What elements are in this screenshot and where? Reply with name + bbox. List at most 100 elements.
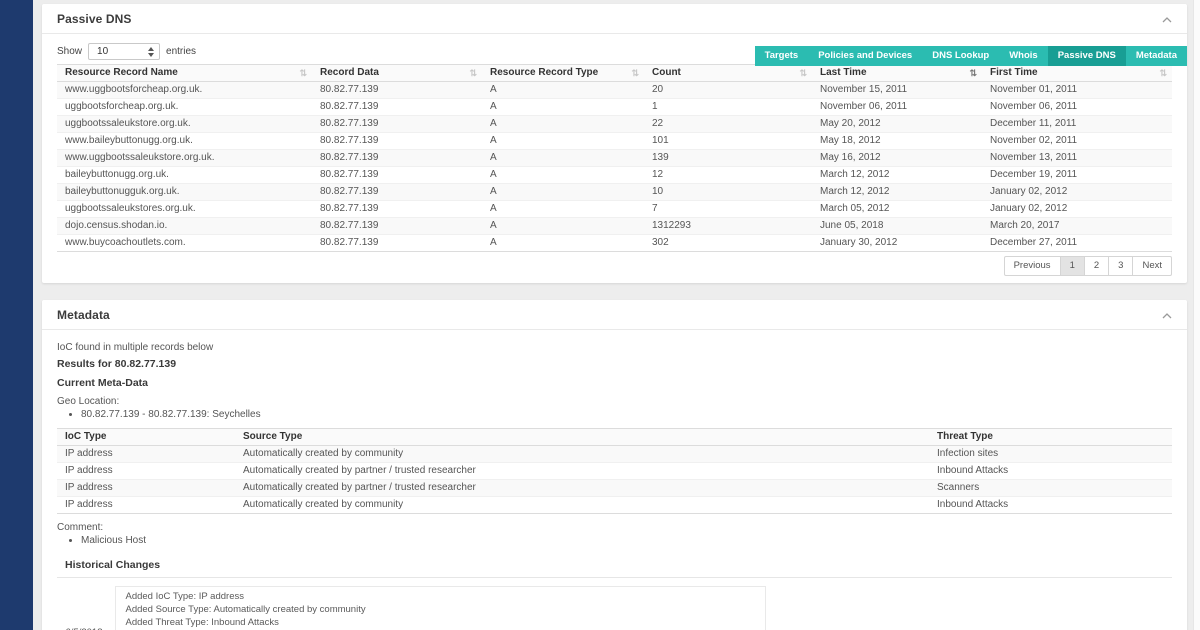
- select-spinner-icon: [148, 46, 155, 57]
- tab-whois[interactable]: Whois: [999, 46, 1048, 66]
- column-header-first-time[interactable]: First Time ⇅: [982, 64, 1172, 82]
- metadata-panel-title: Metadata: [57, 307, 110, 322]
- pagination-page-3[interactable]: 3: [1108, 256, 1134, 276]
- table-cell: June 05, 2018: [812, 217, 982, 235]
- table-row: baileybuttonugguk.org.uk. 80.82.77.139 A 10…: [57, 183, 1172, 201]
- table-cell: IP address: [57, 445, 235, 463]
- page-length-select[interactable]: 10: [88, 43, 161, 60]
- historical-changes-heading: Historical Changes: [65, 559, 161, 571]
- table-cell: A: [482, 115, 644, 133]
- table-cell: Automatically created by community: [235, 496, 929, 514]
- collapse-button[interactable]: [1162, 306, 1172, 324]
- pagination-next-button[interactable]: Next: [1132, 256, 1172, 276]
- metadata-panel: Metadata IoC found in multiple records b…: [42, 300, 1187, 630]
- table-row: dojo.census.shodan.io. 80.82.77.139 A 13122…: [57, 217, 1172, 235]
- sort-icon: ⇅: [799, 68, 807, 78]
- table-cell: 80.82.77.139: [312, 132, 482, 150]
- table-cell: baileybuttonugg.org.uk.: [57, 166, 312, 184]
- column-header-last-time[interactable]: Last Time ⇅: [812, 64, 982, 82]
- app-sidebar: [0, 0, 33, 630]
- table-row: www.baileybuttonugg.org.uk. 80.82.77.139 A…: [57, 132, 1172, 150]
- pagination: Previous 1 2 3 Next: [57, 256, 1172, 276]
- table-cell: 1: [644, 98, 812, 116]
- sort-icon: ⇅: [1159, 68, 1167, 78]
- table-cell: uggbootssaleukstore.org.uk.: [57, 115, 312, 133]
- ioc-note: IoC found in multiple records below: [57, 342, 214, 353]
- sort-icon: ⇅: [969, 68, 977, 78]
- tab-metadata[interactable]: Metadata: [1125, 46, 1187, 66]
- metadata-table: IoC Type Source Type Threat Type IP addres…: [57, 428, 1172, 514]
- column-header-record-data[interactable]: Record Data ⇅: [312, 64, 482, 82]
- tab-policies-and-devices[interactable]: Policies and Devices: [808, 46, 923, 66]
- table-cell: Inbound Attacks: [929, 462, 1172, 480]
- table-cell: A: [482, 149, 644, 167]
- column-header-resource-record-type[interactable]: Resource Record Type ⇅: [482, 64, 644, 82]
- table-cell: 80.82.77.139: [312, 183, 482, 201]
- table-cell: January 02, 2012: [982, 183, 1172, 201]
- chevron-up-icon: [1162, 10, 1172, 28]
- table-cell: uggbootssaleukstores.org.uk.: [57, 200, 312, 218]
- comment-item: Malicious Host: [81, 535, 1172, 547]
- column-label: First Time: [990, 67, 1038, 78]
- column-label: Count: [652, 67, 681, 78]
- tab-passive-dns[interactable]: Passive DNS: [1047, 46, 1126, 66]
- table-row: uggbootssaleukstores.org.uk. 80.82.77.139…: [57, 200, 1172, 218]
- column-label: IoC Type: [65, 431, 107, 442]
- chevron-up-icon: [1162, 306, 1172, 324]
- table-cell: November 06, 2011: [812, 98, 982, 116]
- column-label: Resource Record Name: [65, 67, 178, 78]
- column-header-resource-record-name[interactable]: Resource Record Name ⇅: [57, 64, 312, 82]
- table-cell: 10: [644, 183, 812, 201]
- table-cell: 20: [644, 81, 812, 99]
- column-label: Last Time: [820, 67, 867, 78]
- history-change-line: Added Threat Type: Inbound Attacks: [125, 617, 279, 628]
- pagination-page-2[interactable]: 2: [1083, 256, 1110, 276]
- history-row: 6/5/2018 Added IoC Type: IP address Added …: [57, 586, 766, 630]
- table-cell: Automatically created by community: [235, 445, 929, 463]
- pagination-previous-button[interactable]: Previous: [1003, 256, 1061, 276]
- column-label: Source Type: [243, 431, 303, 442]
- table-cell: March 12, 2012: [812, 166, 982, 184]
- passive-dns-table: Resource Record Name ⇅ Record Data ⇅ Resourc…: [57, 64, 1172, 252]
- column-header-threat-type[interactable]: Threat Type: [929, 428, 1172, 446]
- tab-targets[interactable]: Targets: [754, 46, 809, 66]
- table-cell: uggbootsforcheap.org.uk.: [57, 98, 312, 116]
- table-cell: May 20, 2012: [812, 115, 982, 133]
- geo-location-item: 80.82.77.139 - 80.82.77.139: Seychelles: [81, 409, 1172, 421]
- metadata-table-header-row: IoC Type Source Type Threat Type: [57, 428, 1172, 446]
- column-header-ioc-type[interactable]: IoC Type: [57, 428, 235, 446]
- collapse-button[interactable]: [1162, 10, 1172, 28]
- column-header-count[interactable]: Count ⇅: [644, 64, 812, 82]
- tab-dns-lookup[interactable]: DNS Lookup: [922, 46, 1000, 66]
- table-cell: 101: [644, 132, 812, 150]
- historical-changes-table: 6/5/2018 Added IoC Type: IP address Added …: [57, 586, 766, 630]
- table-cell: 80.82.77.139: [312, 200, 482, 218]
- table-cell: baileybuttonugguk.org.uk.: [57, 183, 312, 201]
- history-date: 6/5/2018: [57, 587, 115, 630]
- column-header-source-type[interactable]: Source Type: [235, 428, 929, 446]
- table-cell: 80.82.77.139: [312, 149, 482, 167]
- main-content: Passive DNS Targets Policies and Devices D…: [42, 0, 1187, 630]
- history-change-line: Added IoC Type: IP address: [125, 591, 244, 602]
- page-length-value: 10: [97, 46, 109, 57]
- passive-dns-panel: Passive DNS Targets Policies and Devices D…: [42, 4, 1187, 283]
- history-change-line: Added Source Type: Automatically created…: [125, 604, 366, 615]
- table-cell: IP address: [57, 496, 235, 514]
- passive-dns-table-header-row: Resource Record Name ⇅ Record Data ⇅ Resourc…: [57, 64, 1172, 82]
- table-cell: May 18, 2012: [812, 132, 982, 150]
- scrollbar[interactable]: [1193, 0, 1200, 630]
- table-cell: Scanners: [929, 479, 1172, 497]
- table-cell: A: [482, 217, 644, 235]
- table-cell: Inbound Attacks: [929, 496, 1172, 514]
- table-cell: 80.82.77.139: [312, 115, 482, 133]
- table-cell: www.baileybuttonugg.org.uk.: [57, 132, 312, 150]
- table-cell: December 27, 2011: [982, 234, 1172, 252]
- table-cell: Automatically created by partner / trust…: [235, 462, 929, 480]
- passive-dns-body: Show 10 entries Resource Record Name ⇅ Rec…: [42, 43, 1187, 276]
- pagination-page-1[interactable]: 1: [1059, 256, 1085, 276]
- table-cell: 80.82.77.139: [312, 81, 482, 99]
- sort-icon: ⇅: [299, 68, 307, 78]
- table-row: baileybuttonugg.org.uk. 80.82.77.139 A 12 Ma…: [57, 166, 1172, 184]
- column-label: Threat Type: [937, 431, 993, 442]
- table-cell: May 16, 2012: [812, 149, 982, 167]
